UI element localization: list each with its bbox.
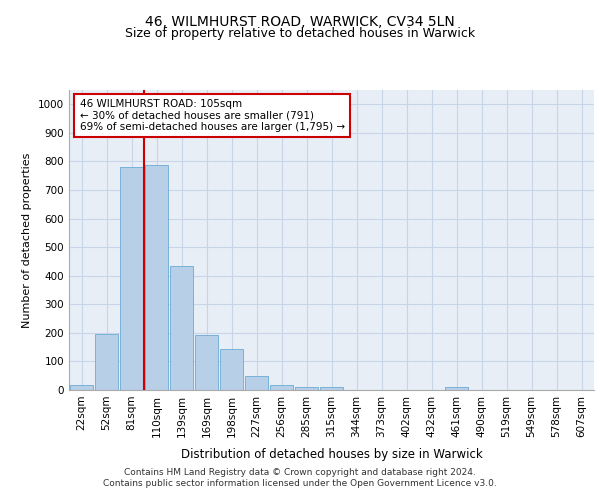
Bar bbox=[269, 385, 293, 390]
Bar bbox=[320, 387, 343, 390]
Y-axis label: Number of detached properties: Number of detached properties bbox=[22, 152, 32, 328]
X-axis label: Distribution of detached houses by size in Warwick: Distribution of detached houses by size … bbox=[181, 448, 482, 461]
Bar bbox=[145, 164, 169, 390]
Bar bbox=[295, 387, 319, 390]
Bar bbox=[194, 335, 218, 390]
Text: 46, WILMHURST ROAD, WARWICK, CV34 5LN: 46, WILMHURST ROAD, WARWICK, CV34 5LN bbox=[145, 15, 455, 29]
Bar bbox=[220, 350, 244, 390]
Bar bbox=[95, 334, 118, 390]
Text: Size of property relative to detached houses in Warwick: Size of property relative to detached ho… bbox=[125, 28, 475, 40]
Bar bbox=[170, 266, 193, 390]
Bar bbox=[245, 376, 268, 390]
Bar bbox=[70, 385, 94, 390]
Text: 46 WILMHURST ROAD: 105sqm
← 30% of detached houses are smaller (791)
69% of semi: 46 WILMHURST ROAD: 105sqm ← 30% of detac… bbox=[79, 99, 344, 132]
Bar bbox=[119, 167, 143, 390]
Bar bbox=[445, 387, 469, 390]
Text: Contains HM Land Registry data © Crown copyright and database right 2024.
Contai: Contains HM Land Registry data © Crown c… bbox=[103, 468, 497, 487]
